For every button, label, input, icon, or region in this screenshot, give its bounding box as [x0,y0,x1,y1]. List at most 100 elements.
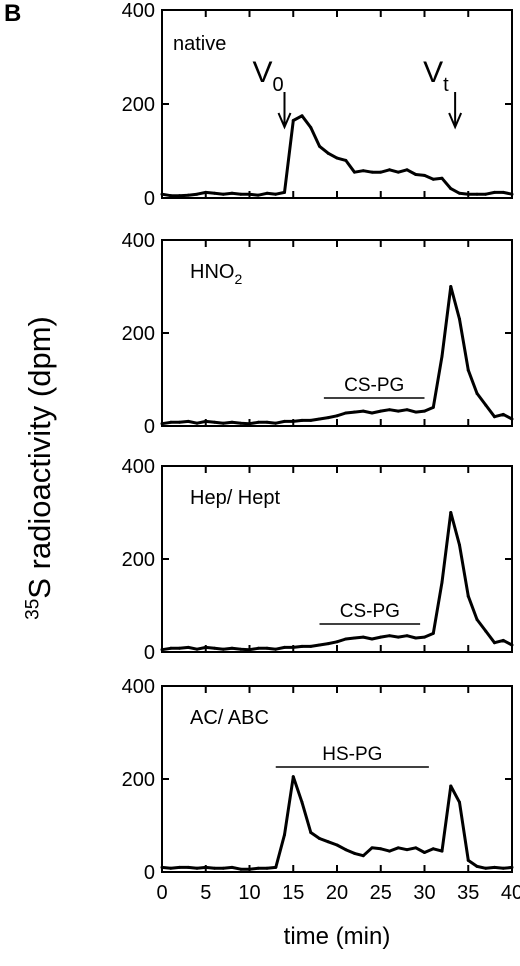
data-point [256,866,260,870]
data-point [388,408,391,412]
y-tick-label: 400 [122,676,155,698]
data-point [213,866,216,870]
y-tick-label: 200 [122,94,155,116]
panel-label: Hep/ Hept [190,487,280,509]
y-tick-label: 0 [144,188,155,210]
data-point [370,411,374,415]
data-point [466,594,470,598]
data-point [484,866,488,870]
x-tick-label: 30 [413,882,435,904]
data-point [256,646,260,650]
data-point [440,354,444,358]
range-bar-label: CS-PG [344,375,404,396]
data-point [291,645,295,649]
data-point [256,193,260,197]
data-point [186,193,190,197]
data-point [309,418,313,422]
data-point [186,865,190,869]
elution-arrow-head [277,112,292,130]
x-tick-label: 15 [282,882,304,904]
data-point [169,420,173,424]
data-point [370,637,374,641]
data-point [414,636,418,640]
data-point [230,191,234,195]
data-point [169,646,173,650]
data-point [431,177,435,181]
data-point [274,865,278,869]
data-point [475,192,479,196]
data-point [160,192,164,196]
data-point [186,645,190,649]
data-point [405,848,409,852]
data-point [484,192,488,196]
data-point [186,419,190,423]
data-point [274,421,278,425]
data-point [265,646,269,650]
data-point [379,635,383,639]
range-bar-label: CS-PG [340,601,400,622]
data-point [326,151,330,155]
data-point [414,173,418,176]
data-point [405,408,409,412]
data-point [458,317,461,321]
data-point [283,645,286,649]
data-point [388,168,391,172]
data-point [300,644,304,648]
data-point [274,647,278,651]
panel-1: 0 200 400 native V0 Vt [122,0,514,210]
elution-marker-subscript: 0 [273,74,284,96]
data-point [484,403,488,407]
y-tick-label: 400 [122,0,155,22]
data-point [318,144,321,148]
panel-2: 0 200 400 HNO2 CS-PG [122,230,514,438]
data-point [414,410,418,414]
data-point [309,644,313,648]
x-tick-label: 10 [238,882,260,904]
data-point [265,866,269,870]
data-point [309,126,313,129]
data-point [335,156,339,160]
data-point [248,422,251,426]
data-point [361,854,365,858]
data-point [475,391,479,395]
data-point [423,850,426,854]
data-point [405,634,409,638]
data-point [239,192,243,196]
data-point [178,194,181,198]
data-point [466,858,470,862]
data-point [379,170,383,174]
data-point [510,417,514,421]
data-point [449,511,453,514]
data-point [361,635,365,639]
data-point [300,418,304,422]
elution-marker-label: Vt [423,56,449,96]
data-point [396,846,400,850]
data-point [204,419,208,423]
data-point [466,368,470,372]
data-point [213,420,216,424]
data-point [213,191,216,195]
data-point [431,405,435,409]
data-point [335,843,339,847]
data-point [379,409,383,413]
elution-marker-subscript: t [443,74,449,96]
y-tick-label: 200 [122,549,155,571]
data-point [230,646,234,650]
data-point [160,648,164,652]
data-point [388,634,391,638]
data-point [361,169,365,173]
data-point [501,412,505,416]
data-point [423,635,426,639]
data-point [440,580,444,584]
x-tick-label: 0 [156,882,167,904]
data-point [501,866,505,870]
data-point [239,647,243,651]
y-tick-label: 200 [122,769,155,791]
data-point [423,173,426,177]
data-point [431,631,435,635]
data-point [396,170,400,174]
data-point [169,194,173,198]
data-point [335,414,339,418]
x-tick-label: 5 [200,882,211,904]
data-point [326,642,330,646]
